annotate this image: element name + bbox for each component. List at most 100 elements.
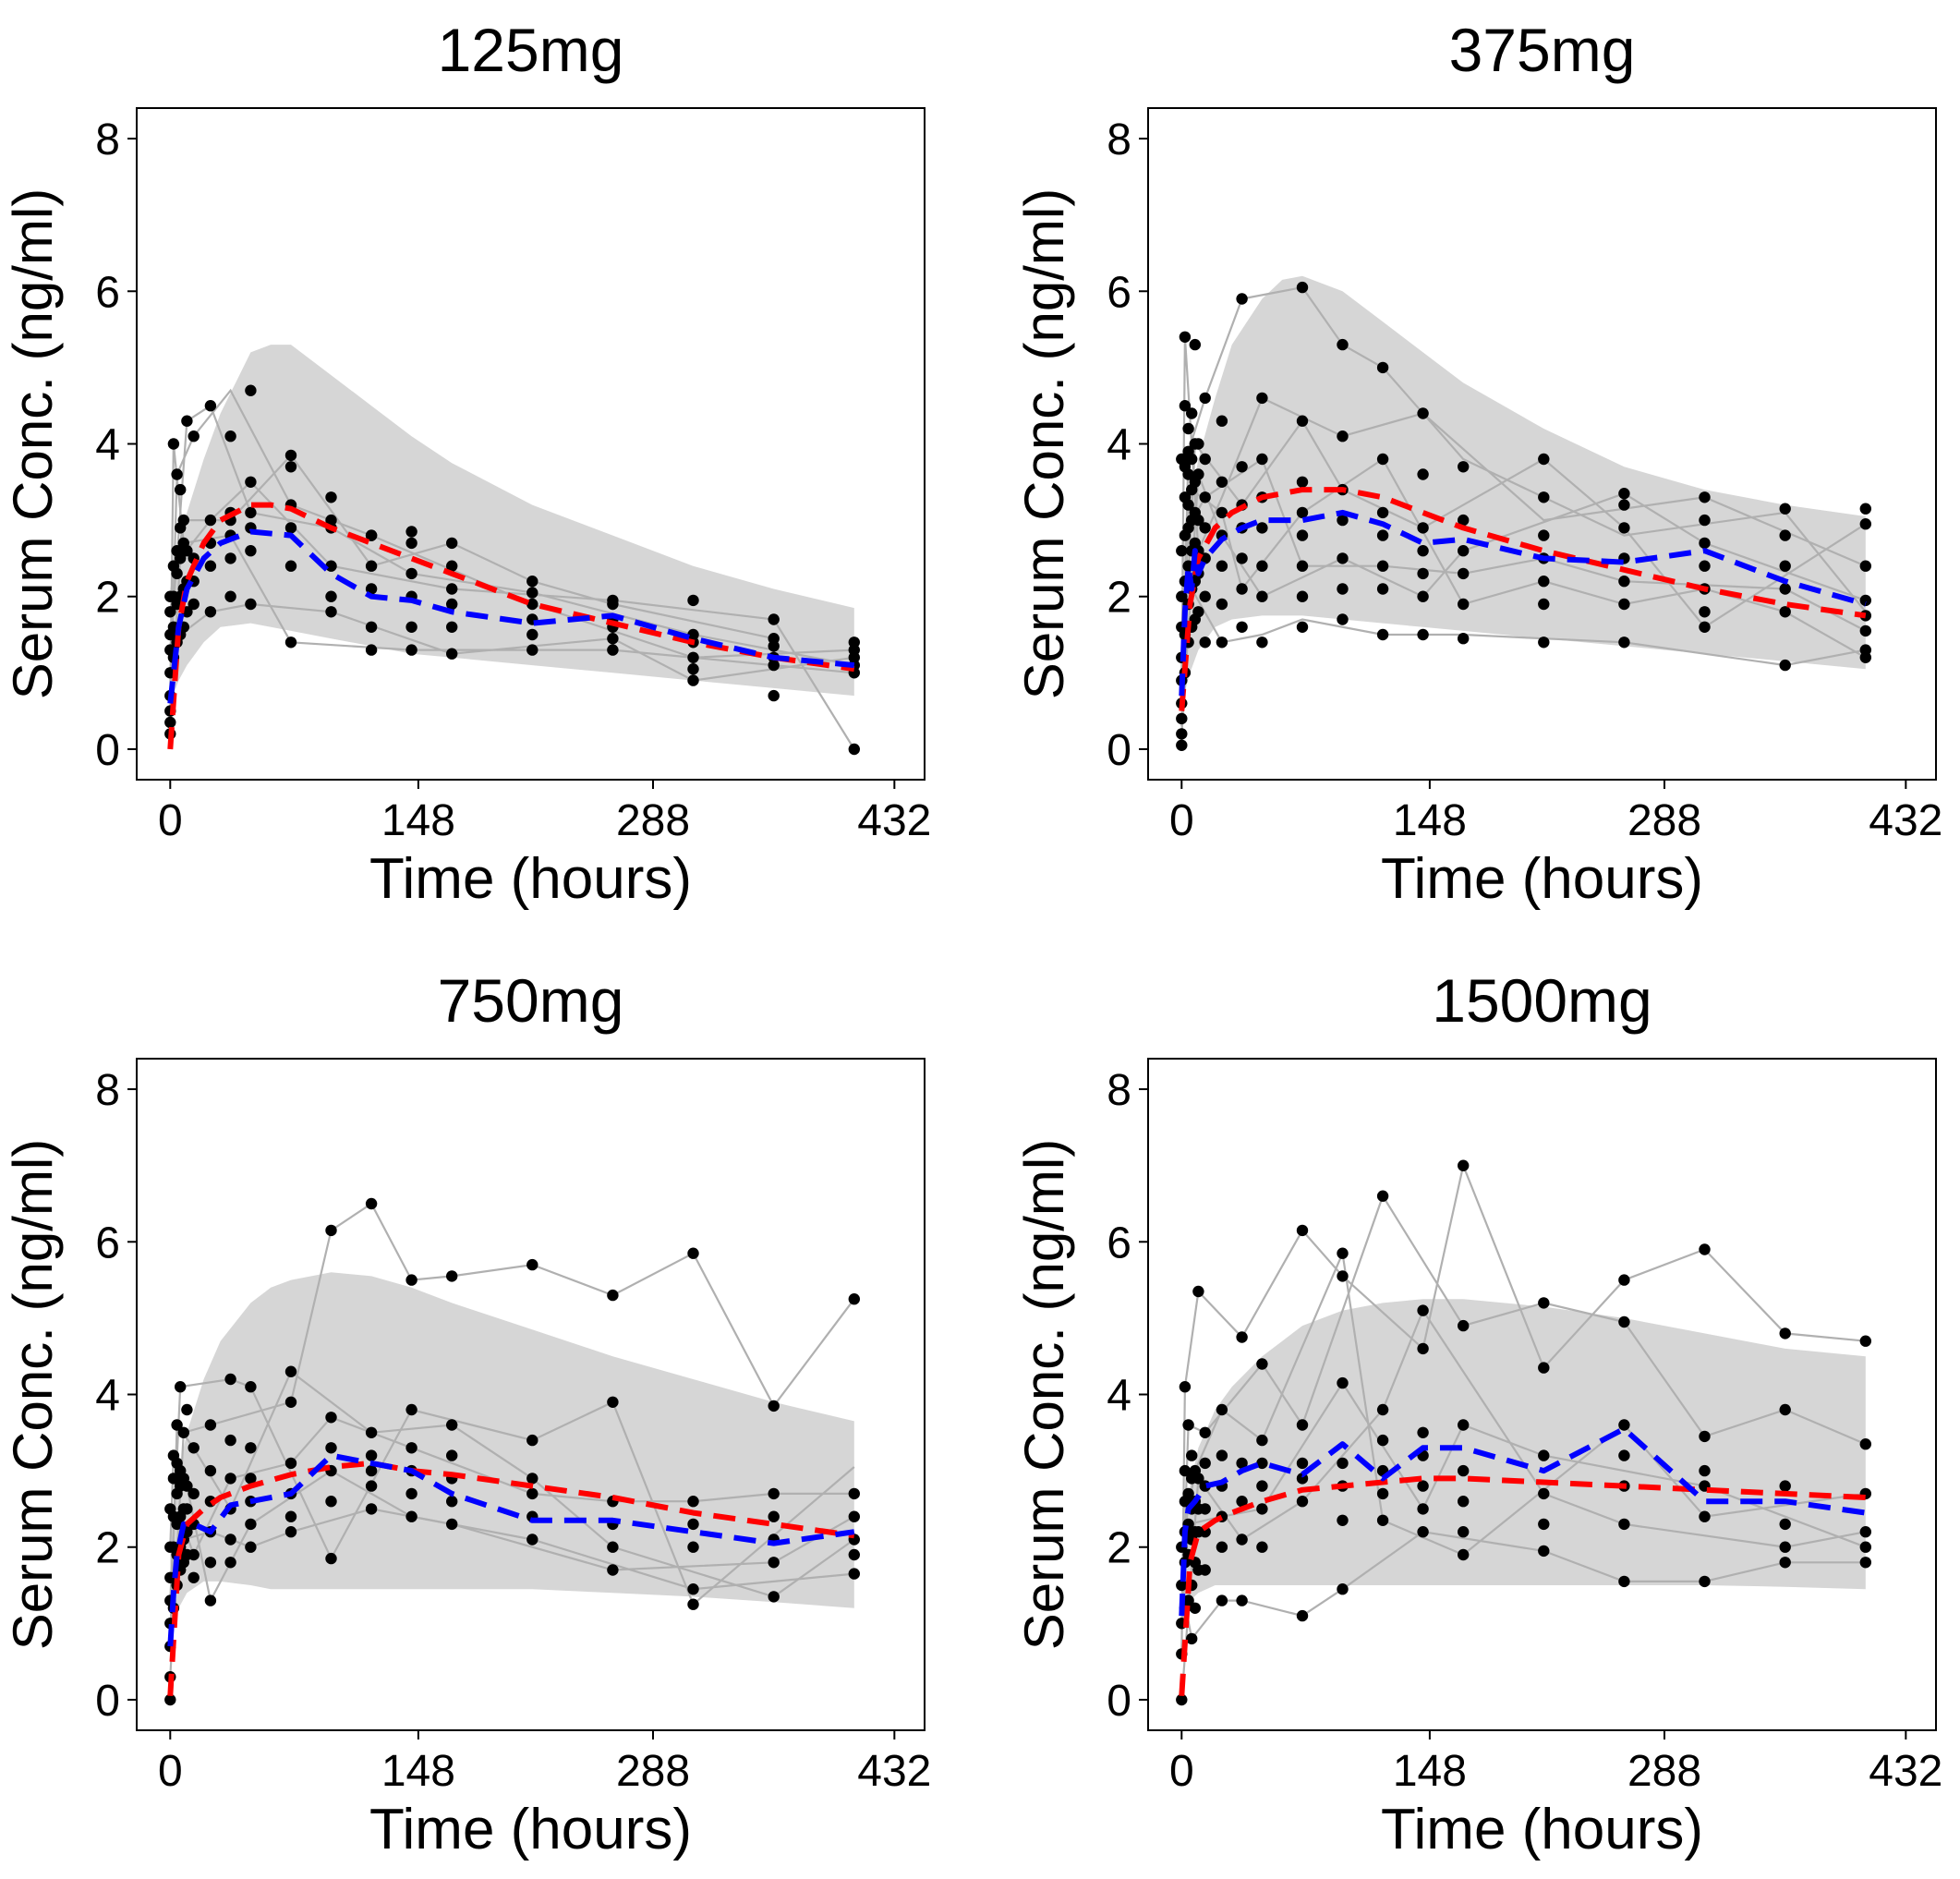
x-tick-label: 0 [1169, 1747, 1194, 1796]
observed-point [177, 1426, 189, 1439]
observed-point [325, 606, 337, 618]
individual-trajectory-3 [1180, 1531, 1866, 1642]
observed-point [164, 716, 176, 729]
observed-point [1296, 1419, 1309, 1431]
observed-point [325, 560, 337, 572]
y-tick-label: 0 [95, 726, 120, 775]
observed-point [1458, 1319, 1470, 1332]
observed-point [1859, 594, 1872, 607]
observed-point [405, 1487, 417, 1500]
observed-point [1337, 430, 1349, 442]
observed-point [768, 689, 780, 702]
observed-point [325, 1412, 337, 1424]
y-axis-label: Serum Conc. (ng/ml) [2, 1139, 64, 1650]
observed-point [1376, 506, 1389, 519]
x-tick-label: 288 [1627, 1747, 1701, 1796]
observed-point [1236, 552, 1248, 564]
observed-point [1256, 522, 1268, 534]
observed-point [1618, 488, 1630, 500]
observed-point [171, 567, 183, 580]
chart-panel-1: 0 2 4 6 8 0 148 288 432 125mg Time (hours) Serum Co… [2, 16, 931, 911]
plot-area [164, 345, 860, 756]
observed-point [1337, 552, 1349, 564]
chart-panel-4: 0 2 4 6 8 0 148 288 432 1500mg Time (hours) Serum C… [1013, 966, 1942, 1861]
observed-point [1779, 529, 1791, 541]
observed-point [365, 1480, 378, 1492]
observed-point [1417, 1526, 1429, 1538]
observed-point [1376, 1403, 1389, 1416]
observed-point [167, 438, 180, 450]
observed-point [204, 560, 217, 572]
observed-point [768, 613, 780, 625]
observed-point [405, 1403, 417, 1416]
observed-point [1182, 499, 1194, 511]
y-tick-label: 6 [1107, 1218, 1131, 1267]
observed-point [1458, 598, 1470, 611]
observed-point [1538, 1545, 1550, 1558]
observed-point [224, 1557, 236, 1569]
observed-point [687, 663, 699, 675]
observed-point [1417, 522, 1429, 534]
observed-point [446, 598, 458, 611]
observed-point [1216, 636, 1228, 649]
observed-point [1538, 1297, 1550, 1309]
observed-point [1199, 491, 1211, 503]
observed-point [1859, 1526, 1872, 1538]
x-tick-label: 432 [1869, 1747, 1942, 1796]
observed-point [1256, 453, 1268, 466]
observed-point [1618, 1315, 1630, 1328]
observed-point [1192, 606, 1204, 618]
prediction-interval-band [1181, 275, 1866, 704]
observed-point [687, 1247, 699, 1259]
observed-point [1179, 331, 1192, 343]
observed-point [1176, 1693, 1188, 1706]
observed-point [1256, 1457, 1268, 1470]
observed-point [1256, 1434, 1268, 1447]
x-tick-label: 148 [381, 1747, 455, 1796]
observed-point [1538, 1518, 1550, 1531]
observed-point [1538, 529, 1550, 541]
observed-point [1417, 545, 1429, 557]
observed-point [446, 648, 458, 660]
x-axis-label: Time (hours) [369, 1798, 692, 1861]
observed-point [768, 1557, 780, 1569]
observed-point [1199, 522, 1211, 534]
observed-point [1189, 1602, 1202, 1615]
observed-point [1337, 1514, 1349, 1527]
observed-point [204, 1594, 217, 1606]
observed-point [1618, 1419, 1630, 1431]
observed-point [1192, 1285, 1204, 1298]
x-axis-label: Time (hours) [1381, 1798, 1703, 1861]
observed-point [365, 1503, 378, 1515]
observed-point [687, 651, 699, 663]
observed-point [1699, 491, 1711, 503]
observed-point [1699, 537, 1711, 550]
observed-point [848, 636, 860, 649]
observed-point [1199, 392, 1211, 405]
observed-point [1176, 590, 1188, 602]
observed-point [687, 1598, 699, 1610]
observed-point [1337, 338, 1349, 351]
observed-point [171, 1419, 183, 1431]
observed-point [1859, 624, 1872, 637]
observed-point [1179, 1464, 1192, 1477]
observed-point [687, 594, 699, 607]
observed-point [1376, 583, 1389, 595]
observed-point [1182, 1594, 1194, 1606]
observed-point [181, 415, 193, 427]
y-tick-label: 8 [1107, 115, 1131, 164]
observed-point [1859, 644, 1872, 656]
observed-point [1296, 1457, 1309, 1470]
observed-point [1236, 1534, 1248, 1546]
observed-point [405, 1442, 417, 1454]
x-tick-label: 148 [381, 796, 455, 845]
observed-point [1376, 628, 1389, 641]
observed-point [1236, 1594, 1248, 1606]
observed-point [175, 552, 187, 564]
x-tick-label: 432 [857, 796, 931, 845]
observed-point [1859, 503, 1872, 515]
observed-point [1176, 728, 1188, 740]
y-tick-label: 4 [95, 421, 120, 470]
observed-point [1417, 1426, 1429, 1439]
observed-mean-line [167, 1452, 855, 1647]
